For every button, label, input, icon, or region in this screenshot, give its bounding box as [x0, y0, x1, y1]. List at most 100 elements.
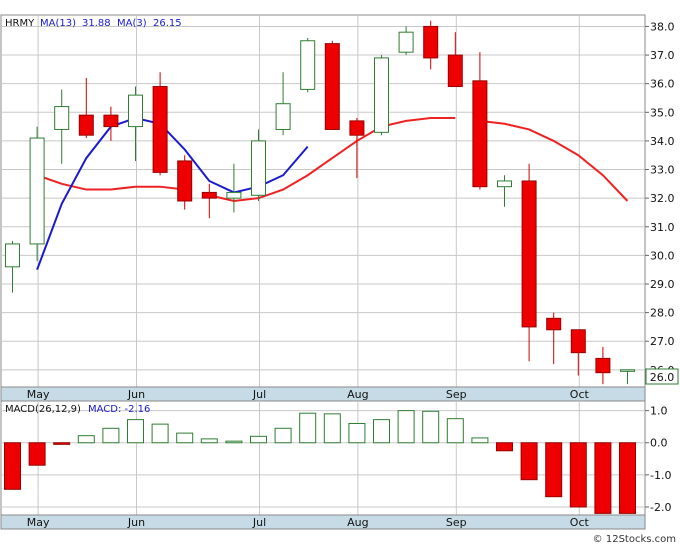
price-y-tick-label: 35.0	[650, 106, 675, 119]
candle	[152, 72, 168, 176]
macd-y-tick-label: 0.0	[650, 437, 668, 450]
macd-x-tick-label: May	[27, 516, 50, 529]
price-x-axis: May Jun Jul Aug Sep Oct	[27, 388, 590, 401]
candle-body-up	[54, 106, 70, 130]
macd-bar-positive	[274, 427, 292, 444]
macd-value-label: MACD: -2.16	[88, 404, 150, 415]
candle-body-up	[374, 57, 389, 133]
macd-bar-positive	[397, 410, 415, 444]
candle-body-down	[201, 191, 217, 199]
macd-bar-positive	[250, 435, 267, 444]
candle	[177, 155, 193, 210]
candle-body-down	[349, 120, 365, 136]
macd-x-axis: May Jun Jul Aug Sep Oct	[27, 516, 590, 529]
price-x-tick-label: Aug	[347, 388, 368, 401]
candle-body-down	[103, 114, 119, 128]
macd-bar-positive	[176, 432, 194, 444]
price-y-tick-label: 33.0	[650, 164, 675, 177]
candle	[620, 369, 635, 385]
ma13-segment	[209, 117, 456, 203]
macd-bar-negative	[594, 442, 612, 514]
price-x-tick-label: May	[27, 388, 50, 401]
candlesticks	[5, 20, 635, 385]
candle	[300, 37, 316, 93]
macd-bar-positive	[127, 419, 144, 444]
price-y-axis: 26.027.028.029.030.031.032.033.034.035.0…	[645, 20, 675, 377]
candle	[201, 183, 217, 219]
candle	[595, 346, 611, 385]
macd-bar-positive	[471, 437, 489, 444]
candle-body-down	[177, 160, 193, 202]
candle	[349, 118, 365, 179]
macd-bar-positive	[225, 440, 243, 444]
price-y-tick-label: 37.0	[650, 49, 675, 62]
watermark: © 12Stocks.com	[593, 534, 676, 545]
macd-bar-positive	[102, 427, 120, 444]
ma3-legend-label: MA(3)	[117, 18, 147, 29]
candle	[521, 163, 537, 362]
macd-bar-negative	[569, 442, 587, 508]
candle	[423, 20, 439, 70]
price-y-tick-label: 28.0	[650, 307, 675, 320]
candle-body-up	[251, 140, 266, 196]
price-y-tick-label: 29.0	[650, 278, 675, 291]
macd-bar-positive	[422, 410, 440, 444]
candle-body-up	[275, 103, 291, 130]
macd-bar-positive	[323, 413, 341, 444]
macd-bar-positive	[200, 438, 218, 444]
price-x-tick-label: Jun	[127, 388, 145, 401]
price-y-tick-label: 36.0	[650, 78, 675, 91]
candle	[570, 329, 586, 376]
candle-body-down	[78, 114, 94, 136]
macd-bar-positive	[299, 412, 317, 444]
candle	[103, 106, 119, 141]
candle-body-down	[472, 80, 488, 188]
candle-body-down	[595, 357, 611, 374]
price-y-tick-label: 38.0	[650, 20, 675, 33]
macd-x-tick-label: Sep	[446, 516, 467, 529]
price-y-tick-label: 34.0	[650, 135, 675, 148]
candle	[54, 89, 70, 164]
macd-x-axis-band	[0, 514, 646, 530]
price-y-tick-label: 32.0	[650, 192, 675, 205]
macd-y-axis: 1.0 0.0 -1.0 -2.0	[645, 405, 671, 514]
macd-bar-negative	[619, 442, 636, 514]
macd-y-tick-label: -2.0	[650, 501, 671, 514]
candle-body-up	[5, 243, 20, 268]
price-y-tick-label: 31.0	[650, 221, 675, 234]
candle	[374, 55, 389, 136]
price-x-axis-band	[0, 386, 646, 402]
candle	[5, 241, 20, 293]
ticker-label: HRMY	[5, 18, 35, 29]
candle	[497, 175, 512, 207]
price-y-tick-label: 27.0	[650, 335, 675, 348]
candle	[447, 32, 463, 88]
candle-body-up	[398, 31, 414, 53]
candle-body-down	[447, 54, 463, 88]
macd-bars	[4, 410, 636, 514]
price-panel	[0, 14, 646, 388]
candle	[226, 163, 242, 213]
macd-y-tick-label: 1.0	[650, 405, 668, 418]
macd-bar-negative	[28, 442, 46, 466]
candle-body-up	[128, 94, 143, 128]
macd-x-tick-label: Jun	[127, 516, 145, 529]
candle	[275, 72, 291, 136]
macd-x-tick-label: Aug	[347, 516, 368, 529]
macd-panel	[0, 400, 646, 516]
macd-x-tick-label: Oct	[570, 516, 590, 529]
ma13-segment	[36, 174, 185, 191]
candle-body-up	[226, 191, 242, 199]
macd-bar-positive	[348, 422, 366, 444]
candle-body-down	[152, 86, 168, 173]
candle-body-down	[423, 25, 439, 59]
macd-bar-negative	[545, 442, 563, 498]
ma13-line	[36, 117, 629, 203]
candle-body-up	[620, 369, 635, 372]
macd-x-tick-label: Jul	[252, 516, 266, 529]
ma13-legend-value: 31.88	[82, 18, 111, 29]
macd-title: MACD(26,12,9)	[5, 404, 81, 415]
candle	[128, 86, 143, 161]
ma13-legend-label: MA(13)	[40, 18, 76, 29]
